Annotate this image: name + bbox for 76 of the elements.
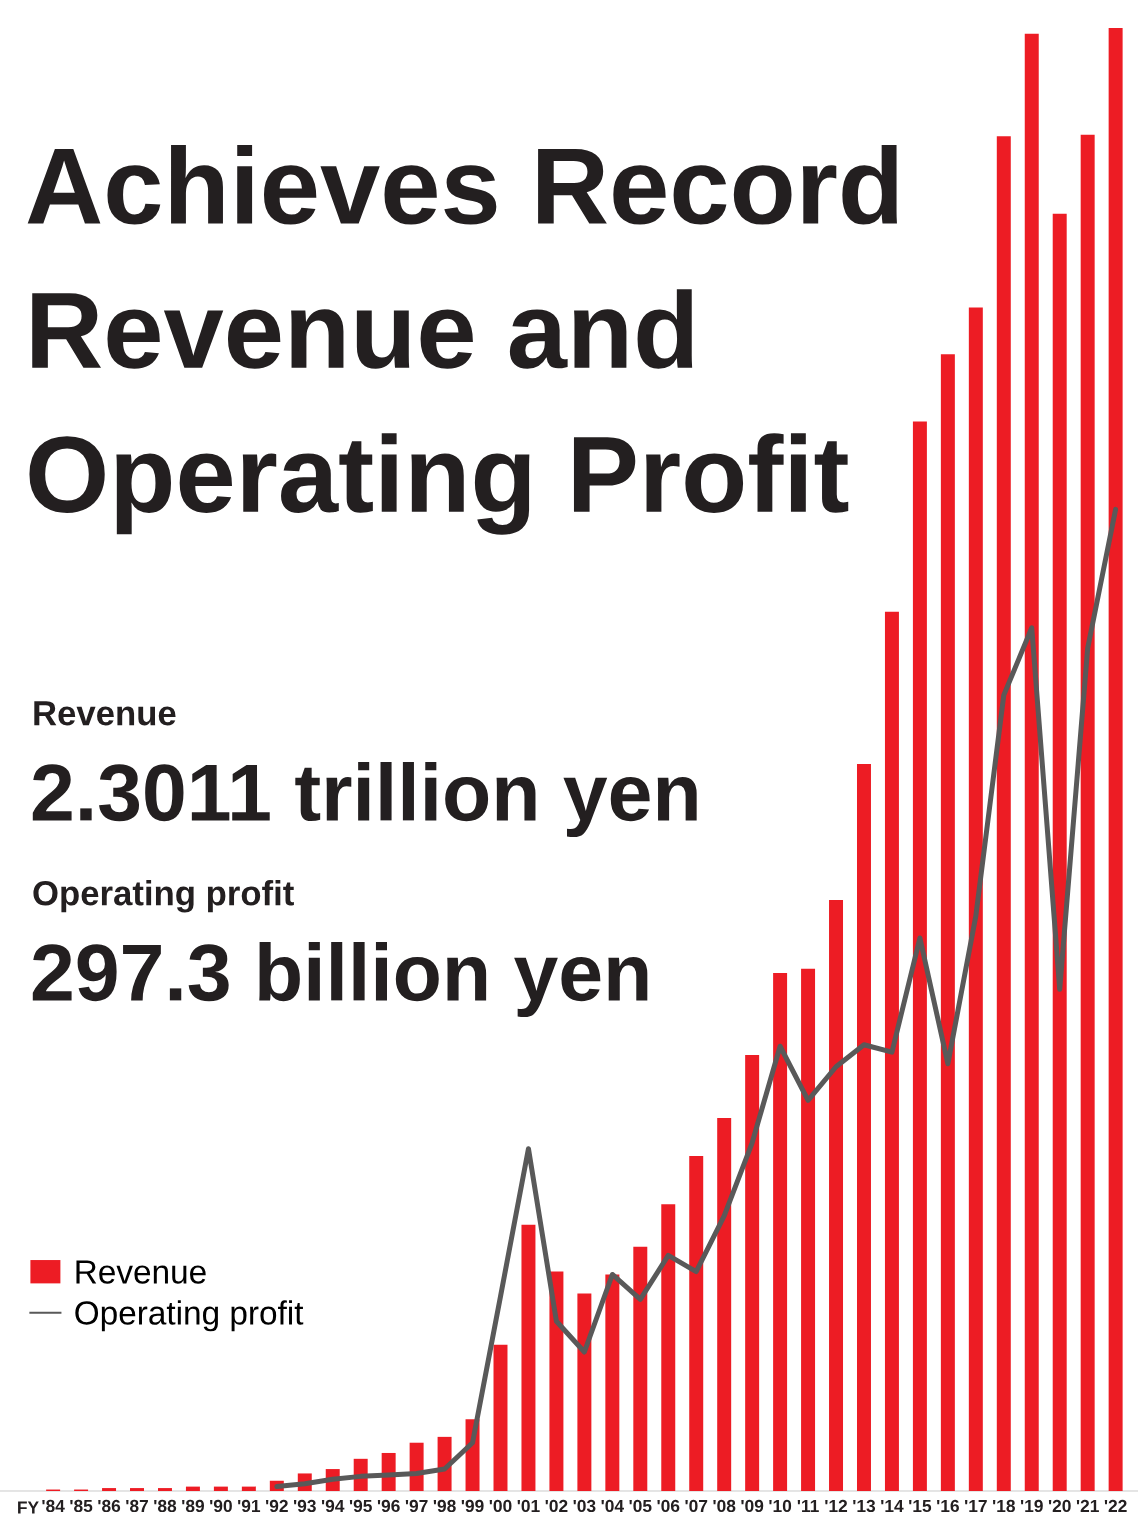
- x-tick-label: '95: [349, 1499, 372, 1513]
- bar: [213, 1486, 228, 1491]
- annotation: Revenue: [34, 701, 176, 726]
- x-tick-label: '07: [685, 1499, 708, 1513]
- bar: [633, 1246, 648, 1491]
- x-tick-label: '96: [377, 1499, 400, 1513]
- bar: [157, 1488, 172, 1491]
- x-tick-label: '09: [741, 1499, 764, 1513]
- x-tick-label: '08: [713, 1499, 736, 1513]
- x-tick-label: '92: [266, 1499, 288, 1513]
- bar: [521, 1224, 536, 1491]
- x-tick-label: '91: [238, 1499, 261, 1513]
- x-tick-label: '03: [573, 1499, 596, 1513]
- x-tick-label: '00: [489, 1499, 512, 1513]
- legend-label: Operating profit: [75, 1300, 304, 1332]
- bar: [130, 1488, 144, 1491]
- bar: [857, 763, 871, 1491]
- annotation: Operating profit: [33, 880, 294, 913]
- annotation: 297.3 billion yen: [32, 942, 648, 1018]
- bar: [773, 973, 788, 1491]
- text: Achieves Record Revenue and Operating Profit: [27, 145, 897, 535]
- bar: [1024, 33, 1039, 1491]
- x-tick-label: '99: [461, 1499, 484, 1513]
- x-tick-label: '89: [182, 1499, 205, 1513]
- x-tick-label: '11: [797, 1499, 819, 1512]
- x-tick-label: '21: [1076, 1499, 1099, 1512]
- bar: [1052, 213, 1067, 1491]
- x-tick-label: '84: [42, 1499, 65, 1513]
- x-tick-label: '19: [1020, 1499, 1043, 1513]
- x-tick-label: '93: [293, 1499, 316, 1513]
- bar: [493, 1344, 508, 1491]
- x-tick-label: '14: [881, 1499, 904, 1512]
- bar: [912, 421, 927, 1491]
- x-tick-label: '04: [601, 1499, 624, 1513]
- bar: [940, 354, 955, 1491]
- bar: [577, 1293, 592, 1491]
- bar: [661, 1204, 676, 1491]
- x-tick-label: '05: [629, 1499, 652, 1513]
- x-tick-label: '02: [545, 1499, 568, 1513]
- bar: [102, 1488, 117, 1491]
- bar: [241, 1486, 256, 1491]
- bar: [1108, 28, 1123, 1491]
- x-tick-label: '85: [70, 1499, 93, 1513]
- x-tick-label: '06: [657, 1499, 680, 1513]
- x-tick-label: '16: [937, 1499, 959, 1513]
- bar: [884, 611, 899, 1491]
- bar: [968, 307, 983, 1491]
- bar: [996, 136, 1011, 1491]
- bar: [185, 1486, 200, 1491]
- x-tick-label: '94: [321, 1499, 345, 1513]
- x-tick-label: '17: [965, 1499, 987, 1512]
- x-tick-label: '12: [825, 1499, 848, 1512]
- x-tick-label: '10: [769, 1499, 792, 1513]
- x-axis-title: FY: [18, 1501, 39, 1514]
- bar: [689, 1155, 704, 1491]
- annotation: 2.3011 trillion yen: [32, 762, 697, 838]
- x-tick-label: '98: [433, 1499, 456, 1513]
- bar: [1080, 134, 1095, 1491]
- x-tick-label: '20: [1048, 1499, 1071, 1513]
- x-tick-label: '87: [126, 1499, 148, 1513]
- x-tick-label: '22: [1104, 1499, 1127, 1512]
- x-tick-label: '90: [210, 1499, 232, 1513]
- bar: [717, 1117, 732, 1491]
- x-tick-label: '88: [154, 1499, 177, 1513]
- x-tick-label: '97: [405, 1499, 428, 1513]
- x-tick-label: '13: [853, 1499, 876, 1513]
- bar: [549, 1271, 564, 1491]
- x-tick-label: '01: [517, 1499, 540, 1513]
- x-tick-label: '18: [992, 1499, 1015, 1513]
- x-tick-label: '86: [98, 1499, 121, 1513]
- bar: [829, 899, 844, 1491]
- bar: [801, 968, 816, 1491]
- legend-label: Revenue: [76, 1260, 206, 1284]
- bar: [745, 1055, 760, 1491]
- x-tick-label: '15: [909, 1499, 932, 1513]
- bar: [605, 1274, 620, 1491]
